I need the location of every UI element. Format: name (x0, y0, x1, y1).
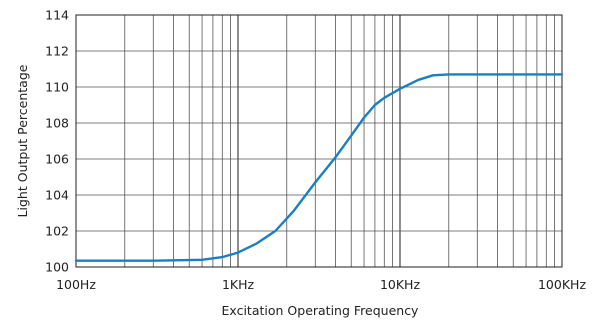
x-axis-title: Excitation Operating Frequency (222, 303, 420, 318)
y-axis-title: Light Output Percentage (15, 64, 30, 217)
series-line (74, 73, 564, 262)
y-tick-label: 106 (45, 152, 69, 167)
y-tick-label: 108 (45, 116, 69, 131)
y-tick-labels: 100 102 104 106 108 110 112 114 (45, 8, 69, 275)
x-tick-label: 10KHz (380, 277, 421, 292)
y-tick-label: 110 (45, 80, 69, 95)
x-tick-label: 100Hz (56, 277, 96, 292)
y-tick-label: 104 (45, 188, 69, 203)
y-tick-label: 112 (45, 44, 69, 59)
y-tick-label: 102 (45, 224, 69, 239)
plot-frame (75, 14, 563, 268)
x-tick-label: 1KHz (222, 277, 255, 292)
x-tick-label: 100KHz (538, 277, 586, 292)
series-layer (74, 73, 564, 262)
x-tick-labels: 100Hz 1KHz 10KHz 100KHz (56, 277, 586, 292)
y-tick-label: 100 (45, 260, 69, 275)
grid (76, 15, 562, 267)
y-tick-label: 114 (45, 8, 69, 23)
